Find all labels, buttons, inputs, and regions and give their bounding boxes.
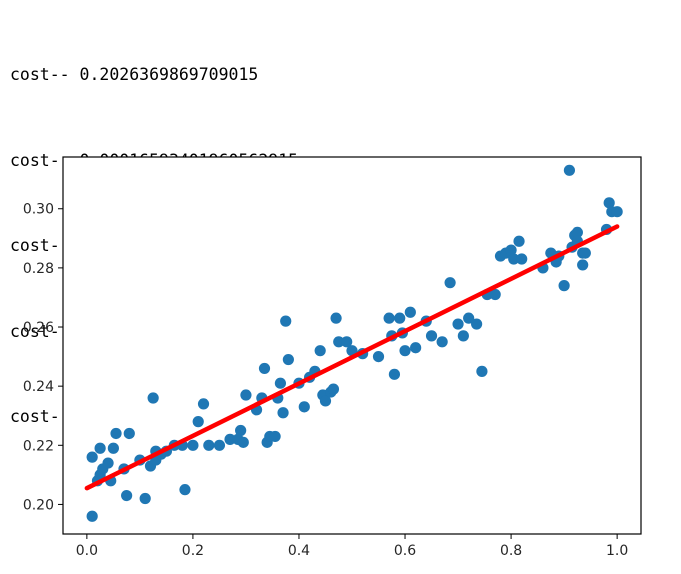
- data-point: [463, 312, 475, 324]
- y-tick-label: 0.22: [23, 438, 54, 454]
- data-point: [476, 365, 488, 377]
- data-point: [330, 312, 342, 324]
- x-axis: 0.0 0.2 0.4 0.6 0.8 1.0: [76, 534, 628, 559]
- data-point: [192, 416, 204, 428]
- regression-line: [84, 224, 620, 491]
- data-point: [282, 353, 294, 366]
- data-point: [577, 259, 589, 271]
- data-point: [280, 315, 292, 327]
- data-point: [314, 345, 326, 357]
- data-point: [213, 439, 226, 451]
- data-point: [86, 510, 98, 522]
- y-tick-label: 0.20: [23, 497, 54, 513]
- fit-line: [84, 224, 620, 491]
- data-point: [436, 336, 448, 348]
- data-point: [203, 439, 215, 451]
- data-point: [107, 442, 119, 454]
- y-tick-label: 0.30: [23, 202, 54, 218]
- data-point: [410, 342, 422, 354]
- data-point: [179, 484, 191, 496]
- data-point: [110, 427, 122, 440]
- data-point: [341, 336, 353, 348]
- y-axis: 0.20 0.22 0.24 0.26 0.28 0.30: [23, 202, 63, 513]
- data-point: [319, 395, 332, 407]
- data-point: [94, 442, 106, 454]
- regression-plot: 0.0 0.2 0.4 0.6 0.8 1.0 0.200.220.240.260.280…: [23, 156, 642, 559]
- data-point: [333, 336, 345, 348]
- data-point: [558, 280, 570, 292]
- data-point: [383, 312, 395, 324]
- data-point: [235, 424, 247, 437]
- data-point: [471, 318, 483, 330]
- data-point: [123, 427, 135, 440]
- data-point: [121, 489, 133, 502]
- data-point: [505, 244, 517, 256]
- x-tick-label: 1.0: [606, 543, 628, 559]
- data-point: [457, 330, 469, 342]
- data-point: [298, 401, 310, 413]
- data-point: [277, 407, 289, 419]
- data-point: [197, 398, 210, 410]
- data-point: [404, 306, 416, 318]
- x-tick-label: 0.0: [76, 543, 98, 559]
- y-tick-label: 0.28: [23, 261, 54, 277]
- data-point: [139, 492, 151, 505]
- data-point: [571, 226, 583, 238]
- data-point: [274, 377, 287, 389]
- data-point: [508, 253, 520, 265]
- data-point: [399, 345, 411, 357]
- data-point: [603, 197, 615, 209]
- data-point: [579, 247, 591, 259]
- data-point: [102, 457, 114, 469]
- data-point: [425, 330, 438, 342]
- data-point: [452, 318, 464, 330]
- x-tick-label: 0.8: [500, 543, 522, 559]
- x-tick-label: 0.6: [394, 543, 416, 559]
- data-point: [240, 389, 252, 401]
- x-tick-label: 0.4: [288, 543, 310, 559]
- data-point: [237, 436, 249, 448]
- y-tick-label: 0.24: [23, 379, 54, 395]
- data-point: [187, 439, 199, 451]
- data-point: [86, 451, 98, 463]
- data-point: [327, 383, 340, 395]
- data-point: [489, 288, 501, 301]
- data-point: [513, 235, 525, 247]
- data-point: [516, 253, 528, 265]
- data-point: [269, 430, 281, 443]
- data-point: [444, 277, 456, 289]
- data-point: [224, 433, 236, 445]
- axes-frame: [62, 156, 642, 535]
- cost-line-1: cost-- 0.2026369869709015: [10, 65, 259, 84]
- data-point: [147, 392, 159, 404]
- x-tick-label: 0.2: [182, 543, 204, 559]
- data-point: [388, 368, 401, 380]
- data-point: [563, 164, 576, 176]
- data-point: [258, 362, 271, 375]
- data-point: [394, 312, 406, 324]
- data-point: [611, 206, 623, 218]
- data-point: [372, 350, 385, 363]
- y-tick-label: 0.26: [23, 320, 54, 336]
